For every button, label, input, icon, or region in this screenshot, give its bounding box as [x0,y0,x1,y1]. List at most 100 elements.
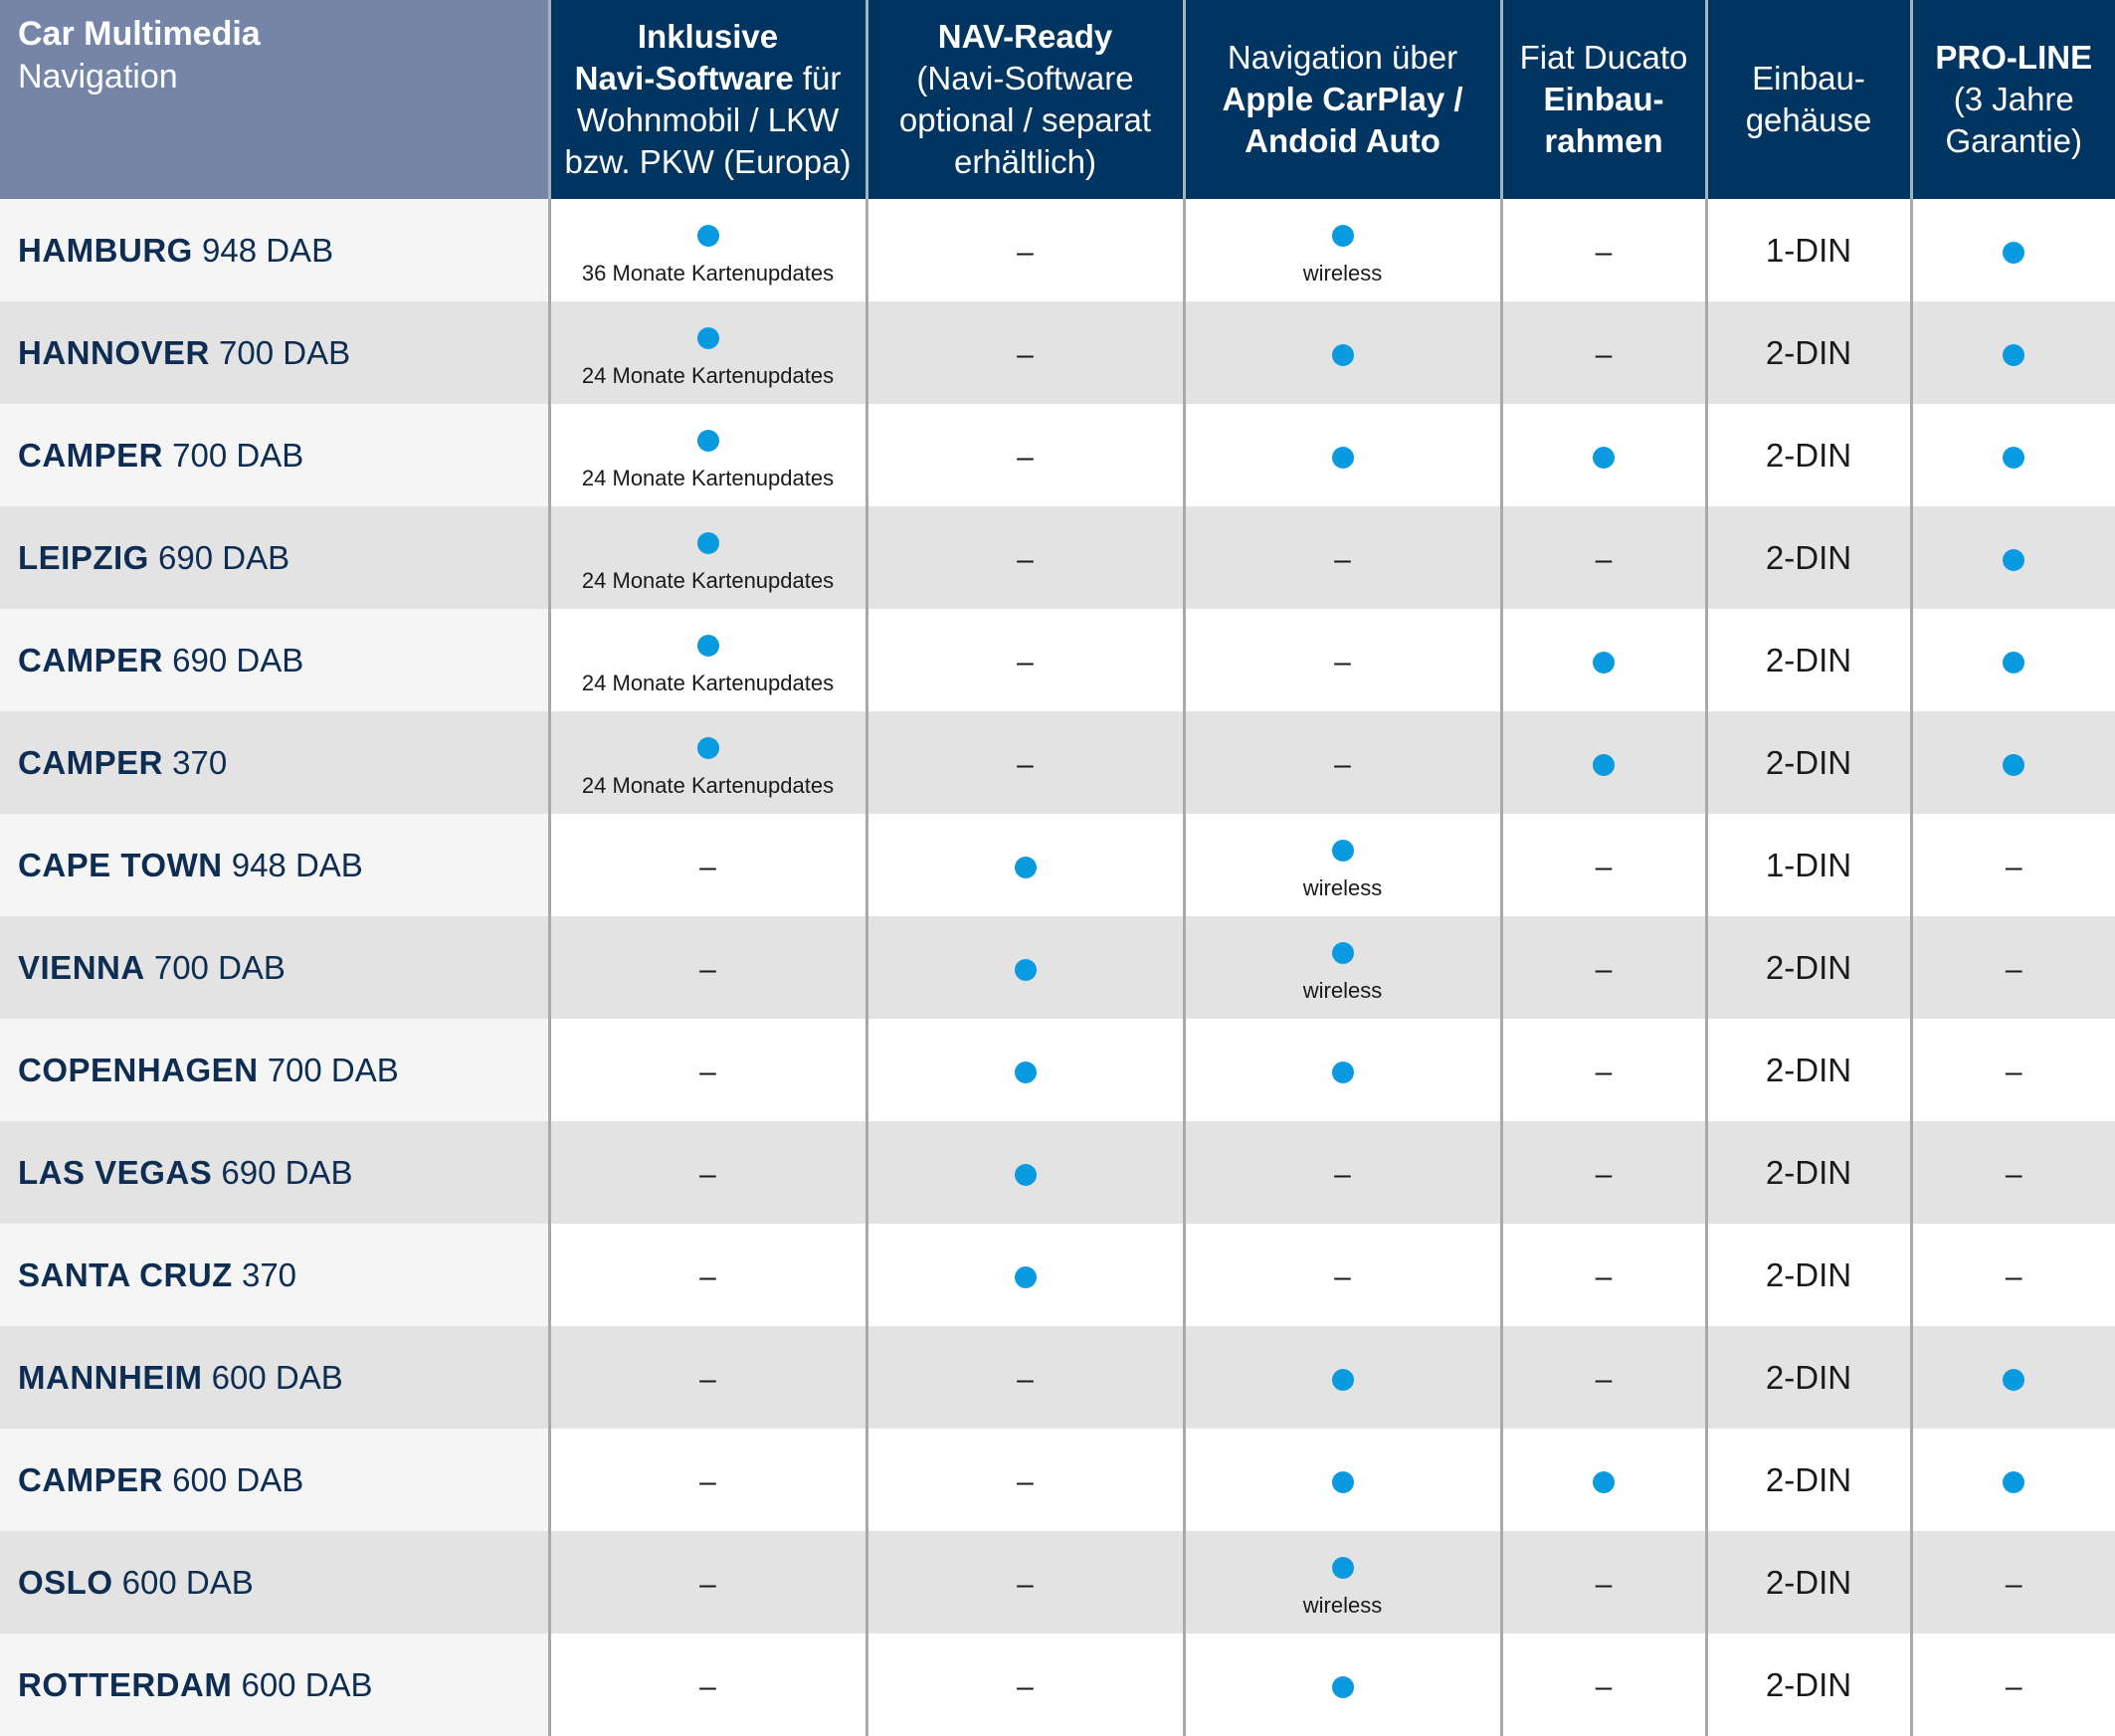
table-row: CAPE TOWN 948 DAB – wireless – 1-DIN – [0,814,2115,916]
check-dot-icon [1331,343,1354,366]
header-einbaugehaeuse: Einbau- gehäuse [1704,0,1911,199]
check-dot-icon [1331,1556,1354,1579]
check-dot-icon [1331,1061,1354,1083]
product-name: SANTA CRUZ 370 [0,1224,549,1326]
dash-icon: – [699,1055,716,1088]
cell-einbaugehaeuse: 2-DIN [1704,1634,1911,1736]
product-name: HANNOVER 700 DAB [0,301,549,404]
check-dot-icon [1014,1163,1037,1186]
cell-einbaugehaeuse: 2-DIN [1704,916,1911,1019]
header-navi-software: Inklusive Navi-Software für Wohnmobil / … [547,0,866,199]
header-einbaurahmen: Fiat Ducato Einbau- rahmen [1499,0,1706,199]
dash-icon: – [1595,1567,1613,1601]
cell-einbaugehaeuse: 2-DIN [1704,711,1911,814]
cell-carplay: – [1182,711,1501,814]
cell-navi-software: – [547,1429,866,1531]
cell-navi-software: – [547,1634,866,1736]
cell-carplay [1182,1019,1501,1121]
cell-carplay [1182,404,1501,506]
cell-navi-software: – [547,1224,866,1326]
cell-einbaurahmen [1499,609,1706,711]
product-name: HAMBURG 948 DAB [0,199,549,301]
cell-carplay [1182,301,1501,404]
check-dot-icon [696,429,719,452]
dash-icon: – [1595,337,1613,371]
cell-nav-ready [865,1224,1184,1326]
check-dot-icon [2003,548,2025,571]
table-row: LEIPZIG 690 DAB 24 Monate Kartenupdates … [0,506,2115,609]
table-row: VIENNA 700 DAB – wireless – 2-DIN – [0,916,2115,1019]
cell-einbaurahmen: – [1499,1326,1706,1429]
cell-nav-ready [865,1121,1184,1224]
cell-einbaugehaeuse: 2-DIN [1704,1019,1911,1121]
check-dot-icon [1014,958,1037,981]
check-dot-icon [1331,941,1354,964]
wireless-note: wireless [1302,977,1383,1003]
dash-icon: – [1017,337,1034,371]
table-row: OSLO 600 DAB – – wireless – 2-DIN – [0,1531,2115,1634]
dash-icon: – [1017,1464,1034,1498]
product-name: LAS VEGAS 690 DAB [0,1121,549,1224]
cell-navi-software: – [547,1326,866,1429]
dash-icon: – [2005,1567,2022,1601]
table-row: CAMPER 690 DAB 24 Monate Kartenupdates –… [0,609,2115,711]
cell-pro-line [1909,711,2115,814]
cell-navi-software: 24 Monate Kartenupdates [547,609,866,711]
cell-pro-line: – [1909,814,2115,916]
check-dot-icon [1593,1470,1615,1493]
cell-einbaugehaeuse: 2-DIN [1704,301,1911,404]
cell-carplay: – [1182,506,1501,609]
product-name: ROTTERDAM 600 DAB [0,1634,549,1736]
product-name: CAMPER 600 DAB [0,1429,549,1531]
dash-icon: – [2005,850,2022,883]
product-name: CAPE TOWN 948 DAB [0,814,549,916]
cell-einbaurahmen: – [1499,1121,1706,1224]
cell-nav-ready [865,814,1184,916]
check-dot-icon [1331,1675,1354,1698]
check-dot-icon [1331,224,1354,247]
cell-navi-software: – [547,1019,866,1121]
cell-einbaurahmen: – [1499,1224,1706,1326]
dash-icon: – [1595,1669,1613,1703]
dash-icon: – [2005,1157,2022,1191]
cell-carplay: wireless [1182,199,1501,301]
update-note: 24 Monate Kartenupdates [581,362,835,388]
cell-pro-line [1909,609,2115,711]
table-row: HANNOVER 700 DAB 24 Monate Kartenupdates… [0,301,2115,404]
product-name: CAMPER 700 DAB [0,404,549,506]
table-row: COPENHAGEN 700 DAB – – 2-DIN – [0,1019,2115,1121]
dash-icon: – [1017,235,1034,269]
cell-pro-line [1909,1429,2115,1531]
dash-icon: – [1334,1259,1351,1293]
cell-pro-line: – [1909,1224,2115,1326]
cell-einbaugehaeuse: 2-DIN [1704,1429,1911,1531]
cell-einbaugehaeuse: 2-DIN [1704,1326,1911,1429]
cell-nav-ready: – [865,199,1184,301]
check-dot-icon [2003,446,2025,469]
cell-einbaurahmen: – [1499,916,1706,1019]
check-dot-icon [696,224,719,247]
check-dot-icon [1331,446,1354,469]
table-subtitle: Navigation [18,58,178,96]
cell-pro-line: – [1909,1019,2115,1121]
cell-carplay: – [1182,1224,1501,1326]
cell-navi-software: 36 Monate Kartenupdates [547,199,866,301]
cell-nav-ready: – [865,1326,1184,1429]
cell-navi-software: – [547,1531,866,1634]
cell-carplay: wireless [1182,814,1501,916]
wireless-note: wireless [1302,260,1383,286]
table-row: HAMBURG 948 DAB 36 Monate Kartenupdates … [0,199,2115,301]
cell-einbaugehaeuse: 1-DIN [1704,814,1911,916]
cell-nav-ready: – [865,506,1184,609]
header-nav-ready: NAV-Ready (Navi-Software optional / sepa… [865,0,1184,199]
dash-icon: – [2005,1669,2022,1703]
check-dot-icon [1014,1061,1037,1083]
cell-einbaurahmen: – [1499,506,1706,609]
dash-icon: – [1017,1567,1034,1601]
cell-einbaurahmen: – [1499,1531,1706,1634]
table-row: CAMPER 700 DAB 24 Monate Kartenupdates –… [0,404,2115,506]
cell-einbaurahmen: – [1499,814,1706,916]
check-dot-icon [2003,1470,2025,1493]
dash-icon: – [2005,1259,2022,1293]
cell-navi-software: 24 Monate Kartenupdates [547,404,866,506]
